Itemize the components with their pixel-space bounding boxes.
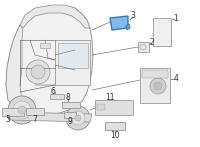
Polygon shape: [20, 5, 90, 28]
Text: 1: 1: [174, 14, 178, 22]
Circle shape: [13, 101, 31, 119]
Circle shape: [71, 111, 85, 125]
Circle shape: [66, 106, 90, 130]
Bar: [138, 42, 149, 52]
Circle shape: [8, 96, 36, 124]
Text: 2: 2: [150, 37, 154, 46]
Text: 3: 3: [131, 10, 135, 20]
Text: 7: 7: [33, 116, 37, 125]
Bar: [26, 108, 44, 115]
Text: 11: 11: [105, 92, 115, 101]
Bar: [140, 68, 170, 103]
Polygon shape: [58, 43, 88, 68]
Circle shape: [150, 78, 166, 94]
Bar: [2, 108, 24, 116]
Text: 8: 8: [66, 93, 70, 102]
Bar: [64, 112, 76, 118]
Bar: [97, 104, 105, 110]
Bar: [153, 18, 171, 46]
Bar: [40, 43, 50, 48]
Bar: [95, 100, 133, 115]
Polygon shape: [6, 6, 93, 115]
Circle shape: [26, 60, 50, 84]
Polygon shape: [126, 24, 130, 30]
Bar: [105, 122, 125, 130]
Polygon shape: [10, 112, 92, 122]
Circle shape: [18, 106, 26, 114]
Circle shape: [31, 65, 45, 79]
Bar: [62, 102, 80, 108]
Bar: [50, 94, 64, 99]
Text: 4: 4: [174, 74, 178, 82]
Text: 10: 10: [110, 131, 120, 140]
Polygon shape: [110, 16, 128, 30]
Circle shape: [154, 82, 162, 90]
Bar: [142, 70, 168, 78]
Text: 9: 9: [68, 117, 72, 127]
Circle shape: [75, 115, 81, 121]
Text: 5: 5: [6, 116, 10, 125]
Polygon shape: [55, 40, 90, 85]
Polygon shape: [6, 25, 25, 110]
Text: 6: 6: [51, 86, 55, 96]
